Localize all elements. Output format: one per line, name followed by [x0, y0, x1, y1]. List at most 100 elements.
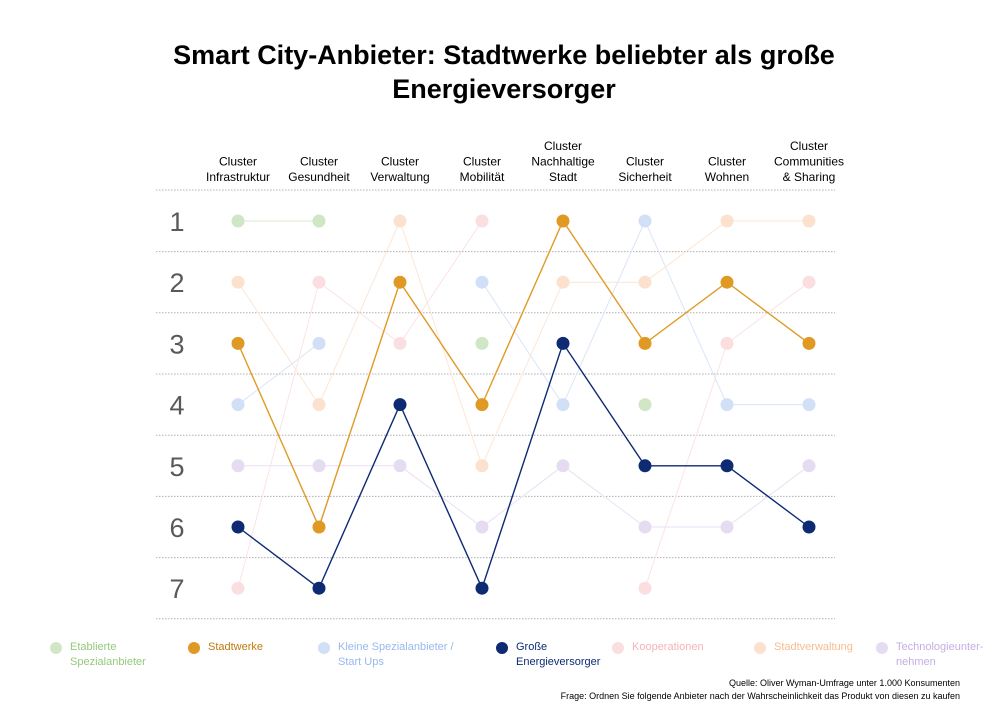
legend-label: Stadtverwaltung	[774, 641, 853, 653]
legend-swatch	[496, 642, 508, 654]
legend-label: Etablierte Spezialanbieter	[70, 641, 146, 668]
question-line: Frage: Ordnen Sie folgende Anbieter nach…	[560, 691, 960, 701]
data-point	[312, 214, 326, 228]
legend-item: Kooperationen	[612, 640, 704, 655]
data-point	[475, 275, 489, 289]
data-point	[393, 275, 407, 289]
data-point	[720, 275, 734, 289]
legend-item: Kleine Spezialanbieter / Start Ups	[318, 640, 454, 670]
legend-swatch	[50, 642, 62, 654]
data-point	[638, 398, 652, 412]
y-tick-label: 6	[169, 513, 184, 543]
category-label: Cluster Verwaltung	[370, 155, 429, 185]
series-5-line	[237, 219, 809, 468]
data-point	[556, 336, 570, 350]
series-6	[231, 459, 816, 534]
data-point	[556, 214, 570, 228]
data-point	[475, 214, 489, 228]
data-point	[231, 214, 245, 228]
series-0	[231, 214, 652, 412]
data-point	[312, 398, 326, 412]
legend-swatch	[318, 642, 330, 654]
category-label: Cluster Wohnen	[705, 155, 749, 185]
data-point	[312, 275, 326, 289]
data-point	[393, 459, 407, 473]
category-label: Cluster Nachhaltige Stadt	[531, 139, 595, 184]
category-label: Cluster Gesundheit	[288, 155, 350, 185]
source-note: Quelle: Oliver Wyman-Umfrage unter 1.000…	[561, 677, 960, 703]
legend-label: Kooperationen	[632, 641, 704, 653]
data-point	[231, 581, 245, 595]
data-point	[475, 459, 489, 473]
y-tick-label: 1	[169, 207, 184, 237]
data-point	[638, 459, 652, 473]
data-point	[393, 214, 407, 228]
legend-item: Technologieunter- nehmen	[876, 640, 983, 670]
category-label: Cluster Mobilität	[460, 155, 505, 185]
series-5	[231, 214, 816, 473]
chart-title: Smart City-Anbieter: Stadtwerke beliebte…	[0, 38, 1008, 106]
data-point	[720, 398, 734, 412]
ranking-chart: 1 2 3 4 5 6 7 Cluster Infrastruktur Cluster Gesund…	[156, 139, 844, 620]
y-tick-label: 5	[169, 452, 184, 482]
legend-item: Stadtverwaltung	[754, 640, 853, 655]
data-point	[231, 275, 245, 289]
legend-item: Große Energieversorger	[496, 640, 600, 670]
data-point	[393, 398, 407, 412]
data-point	[475, 520, 489, 534]
data-point	[638, 581, 652, 595]
y-tick-label: 7	[169, 574, 184, 604]
series-1-line	[237, 219, 810, 529]
data-point	[312, 520, 326, 534]
legend-item: Stadtwerke	[188, 640, 263, 655]
y-tick-label: 2	[169, 268, 184, 298]
data-point	[393, 336, 407, 350]
title-line-1: Smart City-Anbieter: Stadtwerke beliebte…	[173, 40, 835, 70]
data-point	[720, 336, 734, 350]
series-3	[231, 336, 816, 595]
data-point	[231, 459, 245, 473]
y-tick-label: 3	[169, 329, 184, 359]
data-point	[556, 398, 570, 412]
data-point	[638, 214, 652, 228]
data-point	[231, 336, 245, 350]
legend-label: Kleine Spezialanbieter / Start Ups	[338, 641, 454, 668]
data-point	[802, 459, 816, 473]
data-point	[556, 275, 570, 289]
legend-label: Große Energieversorger	[516, 641, 601, 668]
data-point	[720, 214, 734, 228]
series-1	[231, 214, 816, 534]
legend-item: Etablierte Spezialanbieter	[50, 640, 146, 670]
legend-swatch	[612, 642, 624, 654]
legend-swatch	[188, 642, 200, 654]
data-point	[638, 520, 652, 534]
data-point	[312, 336, 326, 350]
data-point	[312, 581, 326, 595]
data-point	[802, 520, 816, 534]
y-tick-label: 4	[169, 391, 184, 421]
legend: Etablierte Spezialanbieter Stadtwerke Klei…	[0, 640, 1008, 680]
legend-label: Stadtwerke	[208, 641, 264, 653]
legend-swatch	[754, 642, 766, 654]
data-point	[720, 520, 734, 534]
category-label: Cluster Sicherheit	[618, 155, 672, 185]
series-6-line	[238, 465, 810, 528]
data-point	[802, 336, 816, 350]
data-point	[475, 336, 489, 350]
data-point	[231, 398, 245, 412]
data-point	[638, 336, 652, 350]
data-point	[475, 398, 489, 412]
data-point	[720, 459, 734, 473]
data-point	[556, 459, 570, 473]
legend-swatch	[876, 642, 888, 654]
data-point	[638, 275, 652, 289]
series-2	[231, 214, 816, 412]
data-point	[802, 214, 816, 228]
category-label: Cluster Communities & Sharing	[774, 139, 844, 184]
data-point	[231, 520, 245, 534]
data-point	[475, 581, 489, 595]
series-3-line	[237, 341, 810, 591]
legend-label: Technologieunter- nehmen	[896, 641, 984, 668]
data-point	[312, 459, 326, 473]
title-line-2: Energieversorger	[392, 74, 616, 104]
